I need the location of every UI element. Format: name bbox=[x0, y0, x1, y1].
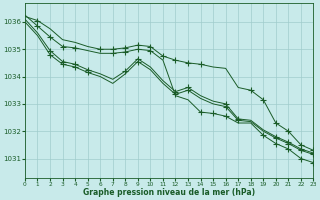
X-axis label: Graphe pression niveau de la mer (hPa): Graphe pression niveau de la mer (hPa) bbox=[83, 188, 255, 197]
